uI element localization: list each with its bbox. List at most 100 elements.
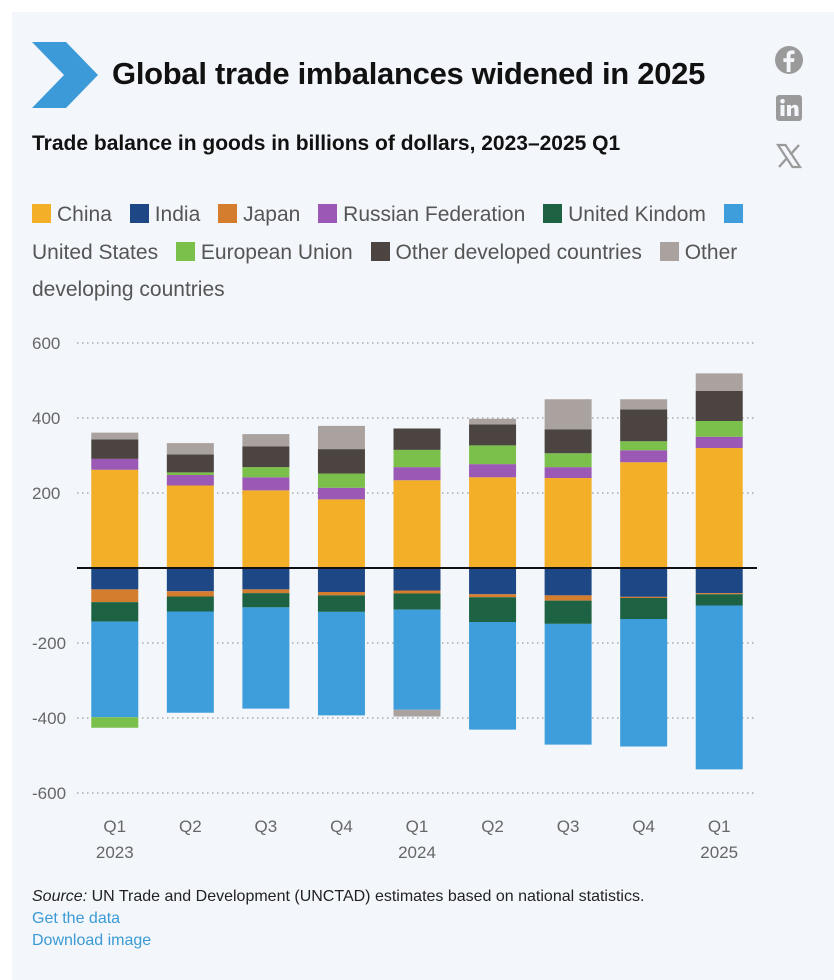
bar-segment [91,602,139,622]
x-tick-year: 2024 [398,843,436,862]
bar-segment [544,568,592,596]
x-icon[interactable] [774,141,804,171]
legend-swatch [370,241,390,261]
legend-item: United States [32,203,749,264]
bar-segment [166,611,214,713]
legend-swatch [543,204,563,223]
bar-segment [469,418,517,425]
bar-segment [544,595,592,601]
legend-label: China [57,203,112,226]
bar-segment [242,446,290,468]
y-tick-label: -200 [32,634,66,653]
bar-segment [91,717,139,728]
y-tick-label: 200 [32,484,60,503]
bar-segment [695,605,743,770]
y-tick-label: 600 [32,334,60,353]
bar-segment [242,589,290,594]
bar-segment [242,607,290,709]
x-tick-quarter: Q3 [557,817,580,836]
bar-segment [166,591,214,597]
source-text: UN Trade and Development (UNCTAD) estima… [87,888,645,905]
bar-segment [166,472,214,475]
legend-item: Russian Federation [318,203,537,226]
bar-segment [695,373,743,391]
bar-segment [393,467,441,481]
bar-segment [317,611,365,716]
bar-segment [695,421,743,437]
bar-segment [469,622,517,730]
x-tick-quarter: Q1 [708,817,731,836]
bar-segment [695,593,743,595]
legend-item: Other developed countries [370,241,654,264]
bar-segment [544,600,592,624]
bar-segment [695,391,743,421]
bar-segment [469,477,517,568]
bar-segment [469,464,517,478]
bar-segment [317,568,365,592]
bar-segment [242,490,290,568]
bar-segment [620,441,668,451]
y-tick-label: -600 [32,784,66,803]
bar-segment [695,594,743,606]
bar-segment [166,475,214,486]
bar-segment [166,454,214,473]
bar-segment [166,485,214,568]
bar-segment [393,428,441,450]
bar-segment [317,473,365,488]
bar-segment [317,499,365,568]
x-tick-year: 2023 [96,843,134,862]
chevron-logo-icon [32,42,98,108]
bar-segment [620,450,668,463]
y-tick-label: 400 [32,409,60,428]
bar-segment [91,469,139,568]
bar-segment [393,480,441,568]
bar-segment [317,595,365,612]
bar-segment [620,462,668,568]
legend-item: India [129,203,213,226]
legend-label: Russian Federation [343,203,526,226]
source-label: Source: [32,888,88,905]
bar-segment [317,425,365,450]
legend-swatch [723,204,743,223]
legend-item: Japan [218,203,312,226]
bar-segment [620,598,668,619]
bar-segment [620,399,668,410]
x-tick-quarter: Q3 [255,817,278,836]
bar-segment [695,568,743,594]
x-tick-quarter: Q2 [179,817,202,836]
bar-segment [469,568,517,595]
bar-segment [469,594,517,598]
download-image-link[interactable]: Download image [32,932,152,949]
bar-segment [317,487,365,500]
legend-label: United States [32,240,159,264]
legend-item: China [32,203,124,226]
bar-segment [469,445,517,465]
legend-label: United Kindom [568,203,706,226]
bar-segment [544,623,592,745]
x-tick-quarter: Q4 [632,817,655,836]
bar-segment [695,448,743,568]
bar-segment [620,568,668,597]
get-data-link[interactable]: Get the data [32,910,121,927]
bar-segment [469,597,517,622]
linkedin-icon[interactable] [774,93,804,123]
x-tick-year: 2025 [700,843,738,862]
bar-segment [544,478,592,568]
legend-item: Other developing countries [32,241,737,302]
bar-segment [166,568,214,592]
bar-segment [242,477,290,491]
bar-segment [393,568,441,591]
bar-segment [544,399,592,430]
facebook-icon[interactable] [774,45,804,75]
chart-card: Global trade imbalances widened in 2025 … [12,12,834,980]
legend-swatch [175,241,195,261]
bar-segment [393,709,441,717]
x-tick-quarter: Q2 [481,817,504,836]
bar-segment [91,621,139,718]
bar-segment [91,439,139,459]
legend-swatch [318,204,338,223]
chart-title: Global trade imbalances widened in 2025 [112,56,706,91]
bar-segment [242,434,290,447]
y-tick-label: -400 [32,709,66,728]
bar-segment [620,409,668,442]
